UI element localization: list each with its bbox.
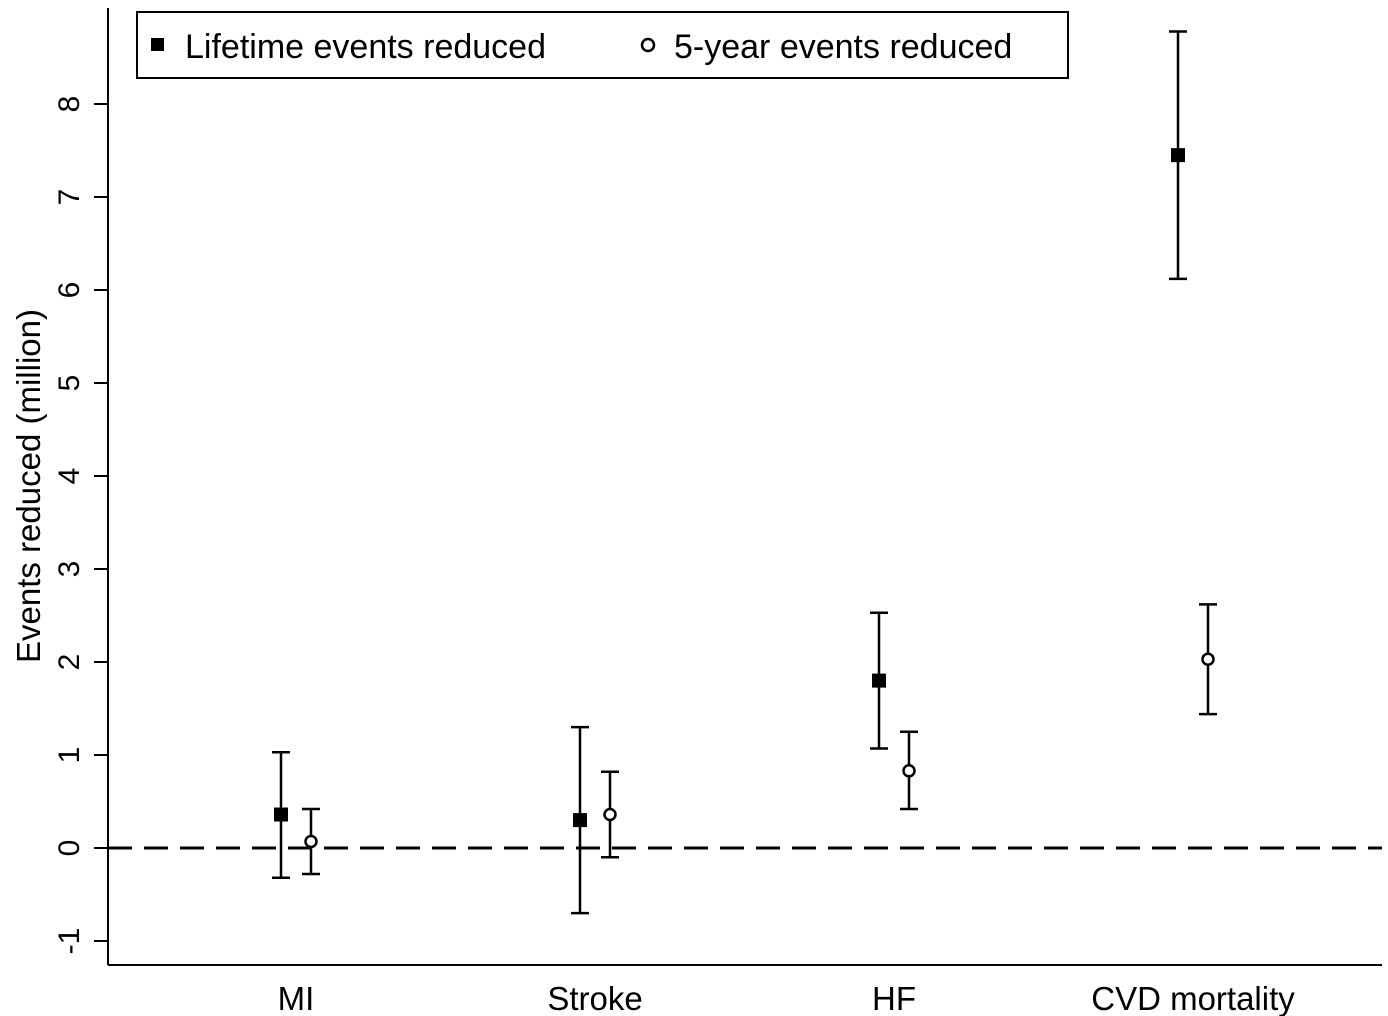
y-tick-label-3: 2: [53, 654, 86, 671]
x-category-label-2: HF: [872, 980, 916, 1016]
y-tick-label-5: 4: [53, 468, 86, 485]
point-series0-1: [573, 813, 587, 828]
y-tick-label-2: 1: [53, 747, 86, 764]
x-category-label-3: CVD mortality: [1091, 980, 1295, 1016]
y-tick-label-0: -1: [53, 928, 86, 955]
legend-box: [136, 11, 1069, 79]
point-series1-1: [603, 807, 617, 822]
legend-marker-lifetime: [151, 38, 164, 51]
point-series0-3: [1171, 148, 1185, 163]
legend: Lifetime events reduced 5-year events re…: [136, 11, 1069, 79]
point-series0-0: [274, 807, 288, 822]
y-tick-label-9: 8: [53, 96, 86, 113]
legend-marker-5-year: [640, 37, 656, 53]
point-series0-2: [872, 673, 886, 688]
x-category-label-0: MI: [278, 980, 315, 1016]
y-axis-title: Events reduced (million): [10, 309, 47, 663]
x-category-label-1: Stroke: [547, 980, 642, 1016]
y-tick-label-1: 0: [53, 840, 86, 857]
y-tick-label-8: 7: [53, 189, 86, 206]
point-series1-2: [902, 764, 916, 778]
point-series1-3: [1201, 652, 1215, 666]
legend-label-lifetime: Lifetime events reduced: [185, 28, 546, 66]
legend-label-5-year: 5-year events reduced: [674, 28, 1012, 66]
y-tick-label-4: 3: [53, 561, 86, 578]
y-tick-label-7: 6: [53, 282, 86, 299]
y-tick-label-6: 5: [53, 375, 86, 392]
point-series1-0: [304, 834, 318, 849]
